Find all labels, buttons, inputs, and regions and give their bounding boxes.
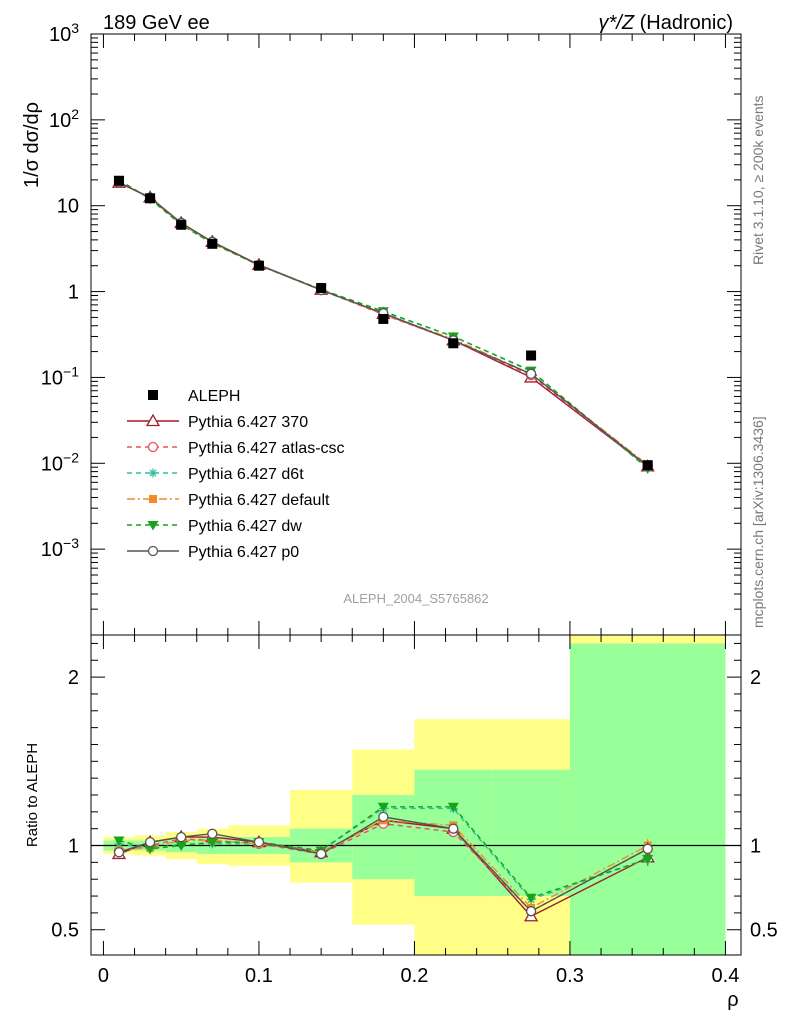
data-point: [642, 460, 653, 471]
legend-label: Pythia 6.427 dw: [188, 518, 302, 535]
legend: ALEPH Pythia 6.427 370 Pythia 6.427 atlas-…: [127, 388, 345, 561]
ratio-point: [525, 906, 537, 917]
ratio-line: [118, 807, 648, 901]
y-tick-label: 2: [68, 667, 79, 689]
legend-label: ALEPH: [188, 388, 240, 405]
ratio-point: [175, 841, 187, 852]
header-right: γ*/Z (Hadronic): [599, 12, 733, 34]
data-point: [316, 283, 327, 294]
header-left: 189 GeV ee: [103, 12, 210, 34]
legend-marker: [147, 545, 159, 557]
header-right-label: (Hadronic): [634, 12, 733, 34]
legend-item: Pythia 6.427 370: [127, 413, 308, 431]
y-tick-label: 10−1: [41, 363, 79, 389]
y-tick-label: 10−3: [41, 535, 79, 561]
y-tick-label: 102: [49, 106, 79, 132]
header-right-process: γ*/Z: [599, 12, 635, 34]
ratio-point: [206, 838, 218, 848]
y-tick-label: 10−2: [41, 449, 79, 475]
ratio-point: [642, 843, 653, 855]
ratio-point: [207, 828, 218, 839]
ratio-point: [378, 811, 389, 823]
x-tick-label: 0.1: [245, 965, 273, 987]
data-point: [207, 238, 218, 249]
ratio-point: [448, 823, 459, 834]
legend-marker: [148, 468, 158, 478]
main-plot-frame: [90, 33, 742, 636]
ratio-line: [118, 822, 649, 913]
y-tick-label: 1: [68, 836, 79, 858]
ratio-point: [447, 802, 459, 813]
x-tick-label: 0.3: [556, 965, 584, 987]
legend-marker: [147, 441, 159, 453]
ratio-point: [113, 847, 125, 858]
legend-item: Pythia 6.427 dw: [127, 518, 302, 535]
legend-label: Pythia 6.427 atlas-csc: [188, 440, 345, 457]
legend-label: Pythia 6.427 default: [188, 492, 330, 509]
x-axis-label: ρ: [727, 989, 738, 1011]
ratio-point: [253, 837, 265, 848]
x-tick-label: 0.2: [401, 965, 429, 987]
ratio-point: [315, 848, 327, 860]
ratio-point: [525, 893, 537, 904]
data-point: [378, 313, 389, 324]
data-point: [145, 193, 156, 204]
legend-label: Pythia 6.427 p0: [188, 544, 299, 561]
legend-item: Pythia 6.427 p0: [127, 544, 299, 561]
legend-marker: [147, 521, 159, 531]
y-tick-label: 10: [57, 196, 79, 218]
ratio-point: [113, 836, 125, 846]
ratio-plot-panel: Ratio to ALEPH ρ 0 0.1 0.2 0.3 0.4 0.5 0.5 1 1 2 2: [24, 634, 778, 1011]
y-tick-label: 2: [750, 667, 761, 689]
legend-marker: [149, 495, 157, 503]
ratio-line: [118, 816, 649, 913]
series-aleph-data: [113, 175, 653, 471]
legend-item: Pythia 6.427 default: [127, 492, 330, 509]
data-point: [448, 338, 459, 349]
legend-item: ALEPH: [148, 388, 240, 405]
legend-label: Pythia 6.427 370: [188, 414, 308, 431]
legend-item: Pythia 6.427 d6t: [127, 466, 304, 483]
ratio-point: [377, 802, 389, 813]
data-point: [253, 260, 264, 271]
y-tick-label: 0.5: [51, 920, 79, 942]
rivet-label: Rivet 3.1.10, ≥ 200k events: [750, 95, 766, 265]
data-point: [526, 350, 537, 361]
legend-item: Pythia 6.427 atlas-csc: [127, 440, 345, 457]
series-line: [118, 181, 649, 467]
uncertainty-band-inner: [492, 769, 570, 897]
y-tick-label: 1: [68, 282, 79, 304]
series-point: [525, 368, 537, 380]
legend-marker: [145, 413, 161, 427]
x-tick-label: 0.4: [712, 965, 740, 987]
watermark: ALEPH_2004_S5765862: [343, 591, 488, 606]
y-tick-label: 0.5: [750, 920, 778, 942]
data-point: [113, 175, 124, 186]
y-tick-label: 103: [49, 20, 79, 46]
ratio-line: [118, 806, 648, 899]
main-y-axis-label: 1/σ dσ/dρ: [21, 102, 43, 188]
uncertainty-band-inner: [569, 643, 726, 955]
data-point: [176, 219, 187, 230]
x-tick-label: 0: [98, 965, 109, 987]
ratio-point: [642, 855, 654, 865]
ratio-y-axis-label: Ratio to ALEPH: [24, 743, 41, 847]
ratio-series-pythia-6427-p0: [113, 811, 653, 917]
legend-label: Pythia 6.427 d6t: [188, 466, 304, 483]
ratio-point: [144, 837, 156, 848]
ratio-point: [144, 844, 156, 855]
main-plot-panel: 1/σ dσ/dρ ALEPH_2004_S5765862 1031021011…: [21, 20, 742, 636]
legend-marker: [148, 390, 158, 400]
ratio-point: [176, 831, 187, 843]
y-tick-label: 1: [750, 836, 761, 858]
mcplots-label: mcplots.cern.ch [arXiv:1306.3436]: [750, 416, 766, 628]
